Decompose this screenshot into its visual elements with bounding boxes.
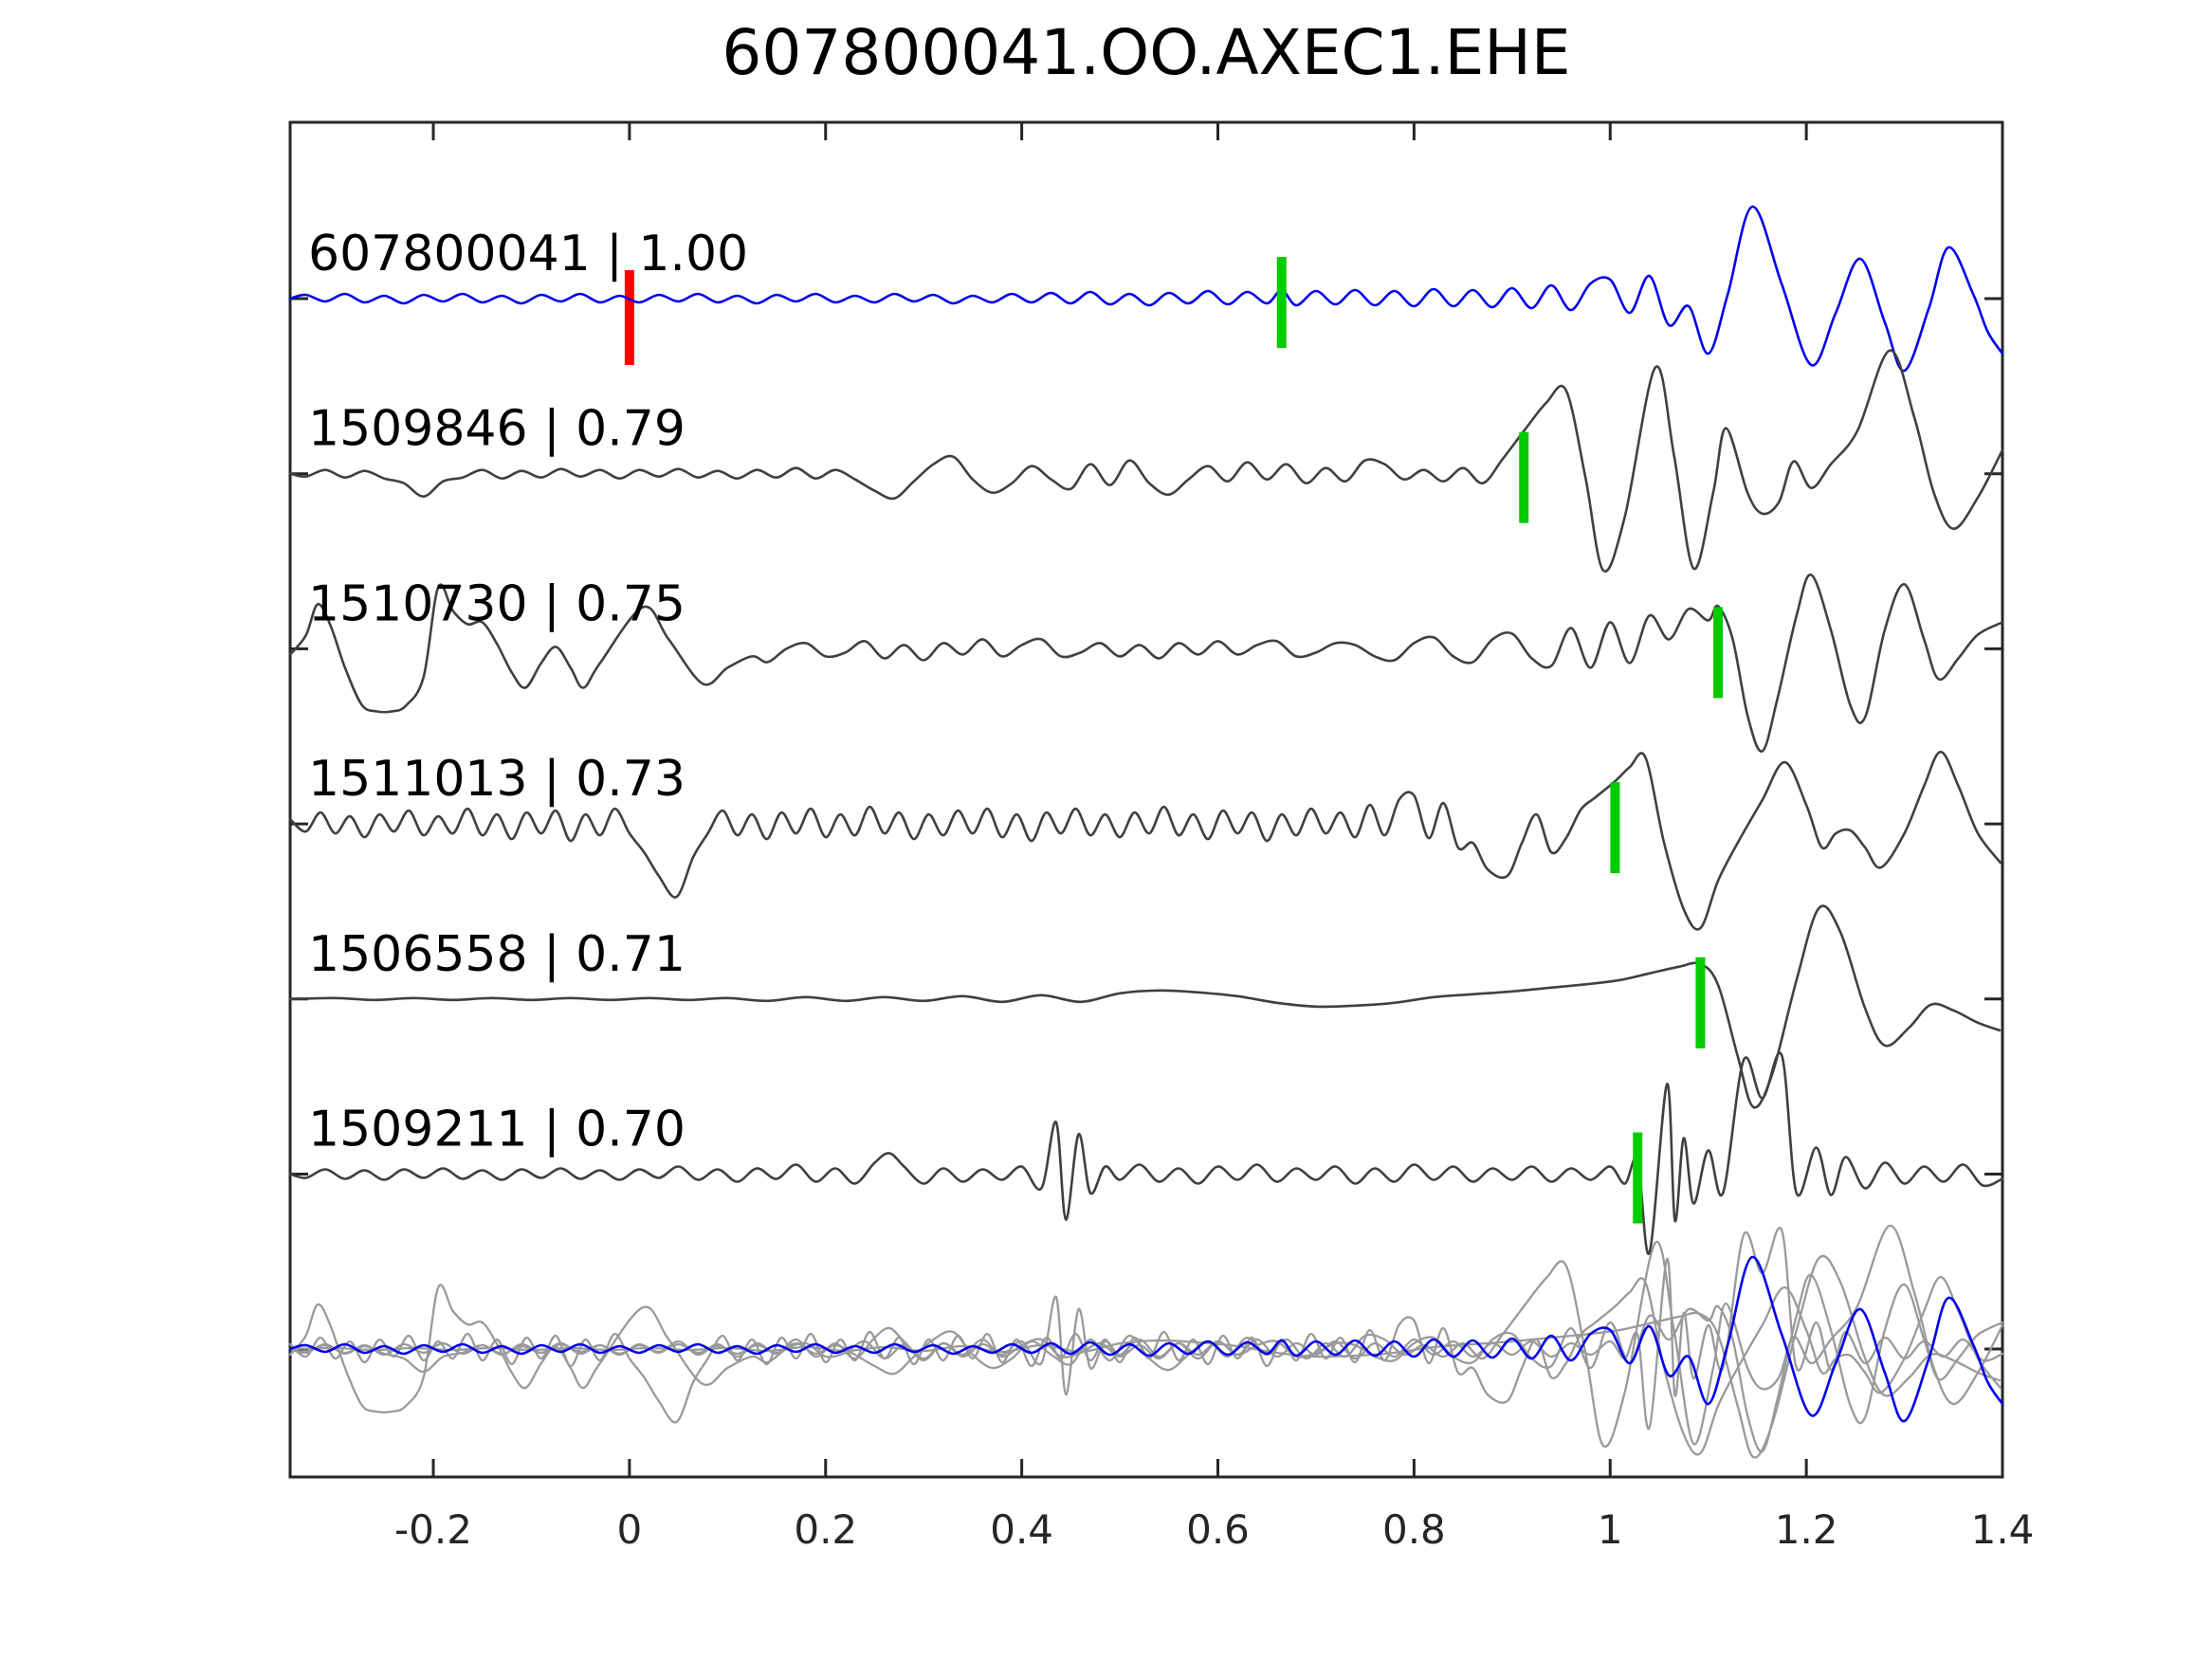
pick-marker-1509846	[1519, 431, 1529, 523]
trace-label-1509846: 1509846 | 0.79	[308, 401, 686, 458]
axes-box	[288, 120, 2004, 1479]
pick-marker-607800041	[1276, 257, 1287, 348]
x-tick-label: -0.2	[394, 1506, 472, 1553]
x-tick-label: 0.6	[1186, 1506, 1250, 1553]
waveform-607800041	[288, 205, 2004, 373]
overlay-waveform-1509211	[288, 1227, 2004, 1431]
waveform-1511013	[288, 750, 2002, 931]
x-tick-label: 1.2	[1775, 1506, 1838, 1553]
pick-marker-1510730	[1713, 607, 1724, 699]
x-tick-label: 1	[1598, 1506, 1623, 1553]
waveform-1510730	[288, 574, 2004, 753]
x-tick-label: 0	[617, 1506, 643, 1553]
waveform-1509211	[288, 1051, 2004, 1255]
waveform-1506558	[288, 904, 2002, 1109]
overlay-waveform-1506558	[288, 1254, 2002, 1459]
trace-label-1511013: 1511013 | 0.73	[308, 751, 686, 808]
overlay-waveform-template	[288, 1255, 2004, 1423]
waveform-1509846	[288, 349, 2004, 573]
x-tick-label: 1.4	[1971, 1506, 2035, 1553]
overlay-waveform-1509846	[288, 1224, 2004, 1449]
pick-marker-1509211	[1633, 1132, 1643, 1224]
pick-marker-1506558	[1695, 957, 1706, 1048]
pick-marker-1511013	[1610, 782, 1620, 874]
trace-label-1510730: 1510730 | 0.75	[308, 575, 686, 632]
origin-marker	[624, 270, 634, 365]
plot-title: 607800041.OO.AXEC1.EHE	[722, 16, 1570, 89]
x-tick-label: 0.4	[990, 1506, 1053, 1553]
x-tick-label: 0.2	[794, 1506, 857, 1553]
x-tick-label: 0.8	[1382, 1506, 1446, 1553]
trace-label-1509211: 1509211 | 0.70	[308, 1102, 686, 1158]
trace-label-607800041: 607800041 | 1.00	[308, 226, 748, 283]
trace-label-1506558: 1506558 | 0.71	[308, 926, 686, 983]
overlay-waveform-1510730	[288, 1273, 2004, 1453]
